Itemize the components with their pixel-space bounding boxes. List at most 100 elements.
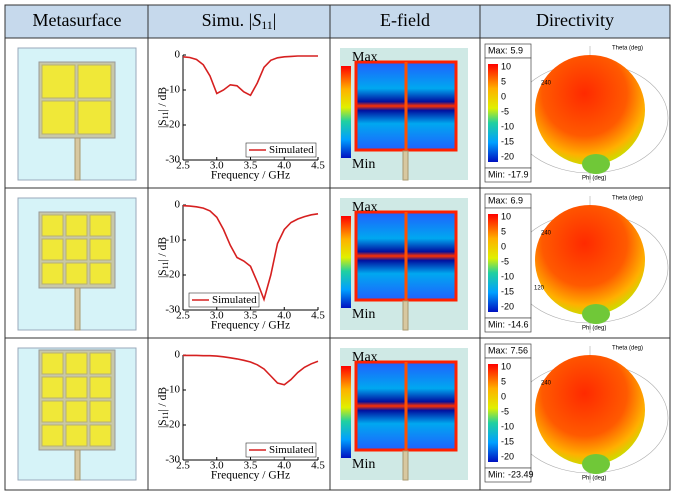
patch [42,263,63,284]
y-axis-label-part: |S [157,269,169,278]
min-text: Min:-14.6 [488,320,529,330]
max-label: Max: [488,196,508,206]
phi-label: Phi (deg) [582,476,606,482]
min-value: -14.6 [508,320,529,330]
theta-label: Theta (deg) [612,46,643,52]
x-axis-label: Frequency / GHz [211,320,290,332]
patch [42,425,63,446]
table-figure: Metasurface Simu. |S11| E-field Directiv… [0,0,675,495]
header-text: S [252,10,261,30]
theta-label: Theta (deg) [612,196,643,202]
efield-colorbar [341,366,351,458]
radiation-sphere [535,205,645,315]
angle-label: 240 [541,81,552,87]
y-axis-label: |S11| / dB [157,87,170,128]
efield-colorbar [341,66,351,158]
colorbar-label: 0 [501,391,506,401]
legend-label: Simulated [212,294,257,306]
min-label: Min: [488,170,505,180]
x-tick-label: 4.5 [311,460,325,472]
header-cell: Metasurface [33,10,122,30]
feed-line [75,450,80,480]
theta-label: Theta (deg) [612,346,643,352]
feed-line [403,451,408,480]
colorbar-label: -5 [501,256,509,266]
y-tick-label: 0 [175,199,181,211]
radiation-sphere [535,355,645,465]
line-series [183,206,318,300]
colorbar-label: -20 [501,151,514,161]
y-axis-label-part: 11 [161,412,170,420]
patch [42,101,75,134]
line-series [183,56,318,95]
patch [66,377,87,398]
colorbar-label: 5 [501,226,506,236]
efield-min: Min [352,457,375,472]
patch [90,377,111,398]
angle-label: 120 [534,286,545,292]
legend-label: Simulated [269,144,314,156]
x-tick-label: 2.5 [176,460,190,472]
angle-label: 240 [541,231,552,237]
patch [42,401,63,422]
colorbar-label: -20 [501,301,514,311]
patch [42,215,63,236]
min-label: Min: [488,320,505,330]
y-tick-label: 0 [175,349,181,361]
colorbar [488,214,498,312]
colorbar-label: -15 [501,136,514,146]
x-tick-label: 4.5 [311,310,325,322]
patch [66,353,87,374]
colorbar-label: -10 [501,421,514,431]
y-axis-label-part: | / dB [157,87,169,112]
max-text: Max:5.9 [488,46,523,56]
min-label: Min: [488,470,505,480]
phi-label: Phi (deg) [582,326,606,332]
x-tick-label: 4.5 [311,160,325,172]
feed-line [75,288,80,330]
max-value: 6.9 [511,196,524,206]
colorbar-label: 5 [501,76,506,86]
patch [42,353,63,374]
y-axis-label-part: | / dB [157,387,169,412]
patch [78,101,111,134]
patch [78,65,111,98]
colorbar-label: 10 [501,61,511,71]
header-cell: Directivity [536,10,614,30]
header-text: 11 [261,18,273,32]
colorbar [488,64,498,162]
radiation-lobe [582,154,610,174]
min-value: -23.49 [508,470,534,480]
feed-line [403,151,408,180]
feed-line [403,301,408,330]
patch [90,239,111,260]
angle-label: 240 [541,381,552,387]
max-label: Max: [488,46,508,56]
colorbar-label: 10 [501,361,511,371]
max-text: Max:6.9 [488,196,523,206]
patch [66,401,87,422]
x-tick-label: 2.5 [176,160,190,172]
colorbar-label: 10 [501,211,511,221]
y-axis-label-part: 11 [161,112,170,120]
feed-line [75,138,80,180]
header-text: Simu. | [202,10,253,30]
efield-max: Max [352,200,378,215]
patch [66,263,87,284]
radiation-sphere [535,55,645,165]
colorbar-label: -15 [501,436,514,446]
header-text: | [273,10,277,30]
patch [90,353,111,374]
radiation-lobe [582,454,610,474]
y-axis-label-part: 11 [161,262,170,270]
y-axis-label: |S11| / dB [157,387,170,428]
colorbar-label: -15 [501,286,514,296]
colorbar-label: 5 [501,376,506,386]
colorbar-label: -10 [501,121,514,131]
x-axis-label: Frequency / GHz [211,170,290,182]
patch [66,425,87,446]
y-axis-label-part: |S [157,419,169,428]
patch [90,263,111,284]
y-axis-label-part: |S [157,119,169,128]
colorbar-label: -5 [501,106,509,116]
